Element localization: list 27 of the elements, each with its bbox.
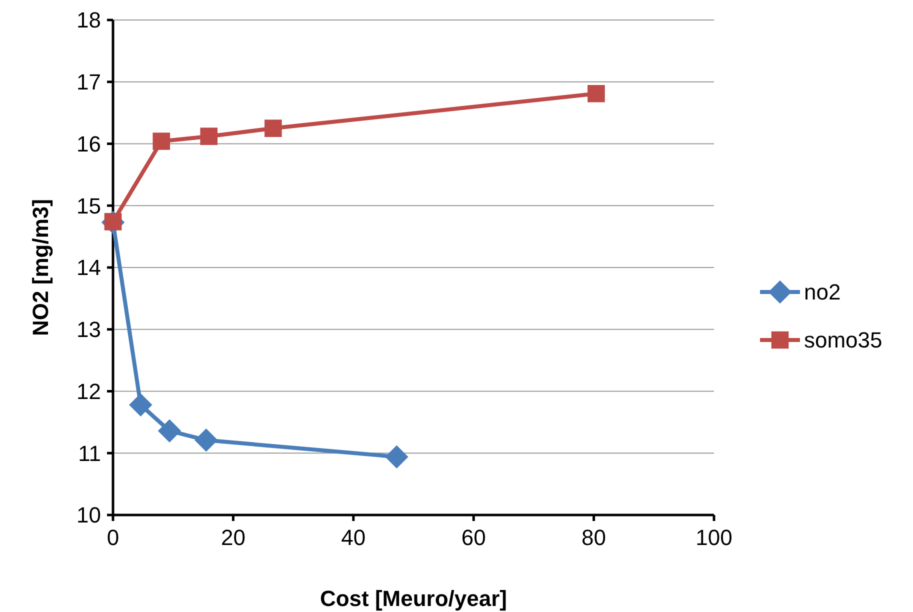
y-tick-label: 13 <box>76 317 101 342</box>
y-tick-label: 12 <box>76 378 101 404</box>
y-tick-label: 17 <box>76 70 101 95</box>
point <box>194 428 218 452</box>
x-axis-title: Cost [Meuro/year] <box>320 586 508 611</box>
point <box>129 393 152 416</box>
y-tick-label: 10 <box>76 502 101 528</box>
point <box>588 84 605 102</box>
point <box>264 120 282 137</box>
x-tick-label: 20 <box>220 525 246 550</box>
point <box>385 445 408 468</box>
legend-label: no2 <box>804 280 841 305</box>
y-tick-label: 16 <box>76 131 101 156</box>
y-tick-label: 11 <box>78 440 101 466</box>
x-tick-label: 0 <box>106 525 120 550</box>
x-tick-label: 40 <box>341 525 366 550</box>
legend-label: somo35 <box>804 328 882 353</box>
point <box>152 132 170 150</box>
point <box>158 419 182 442</box>
x-tick-label: 60 <box>461 525 486 550</box>
x-tick-label: 100 <box>696 525 732 550</box>
y-tick-label: 15 <box>76 193 101 218</box>
point <box>200 128 218 145</box>
y-tick-label: 14 <box>76 255 101 280</box>
y-axis-title: NO2 [mg/m3] <box>28 199 53 336</box>
y-tick-label: 18 <box>76 8 101 33</box>
x-tick-label: 80 <box>582 525 606 550</box>
